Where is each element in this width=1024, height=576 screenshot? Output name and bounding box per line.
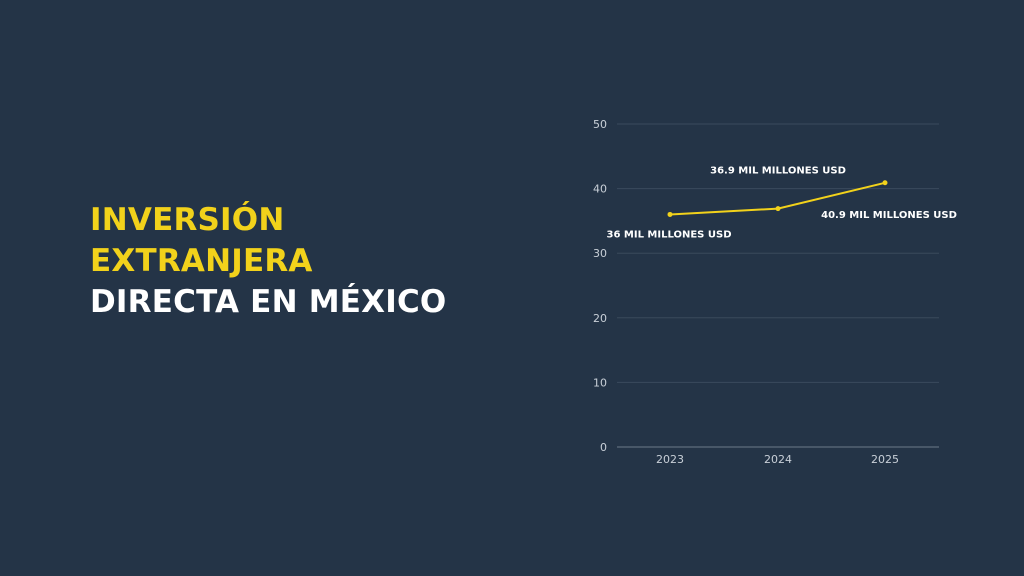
y-tick-label: 40 <box>593 183 607 196</box>
x-tick-label: 2025 <box>871 453 899 466</box>
title-line-3: DIRECTA EN MÉXICO <box>90 284 447 320</box>
x-tick-label: 2023 <box>656 453 684 466</box>
data-point <box>775 206 781 212</box>
y-tick-label: 30 <box>593 247 607 260</box>
y-tick-label: 20 <box>593 312 607 325</box>
x-tick-label: 2024 <box>764 453 792 466</box>
title-line-2: EXTRANJERA <box>90 243 313 279</box>
y-tick-label: 50 <box>593 118 607 131</box>
data-point <box>882 180 888 186</box>
data-label: 36 MIL MILLONES USD <box>607 229 732 240</box>
chart-title: INVERSIÓN EXTRANJERA DIRECTA EN MÉXICO <box>90 200 446 323</box>
data-point <box>667 211 673 217</box>
y-tick-label: 0 <box>600 441 607 454</box>
y-tick-label: 10 <box>593 376 607 389</box>
data-label: 40.9 MIL MILLONES USD <box>821 210 957 221</box>
data-label: 36.9 MIL MILLONES USD <box>710 166 846 177</box>
title-line-1: INVERSIÓN <box>90 202 285 238</box>
